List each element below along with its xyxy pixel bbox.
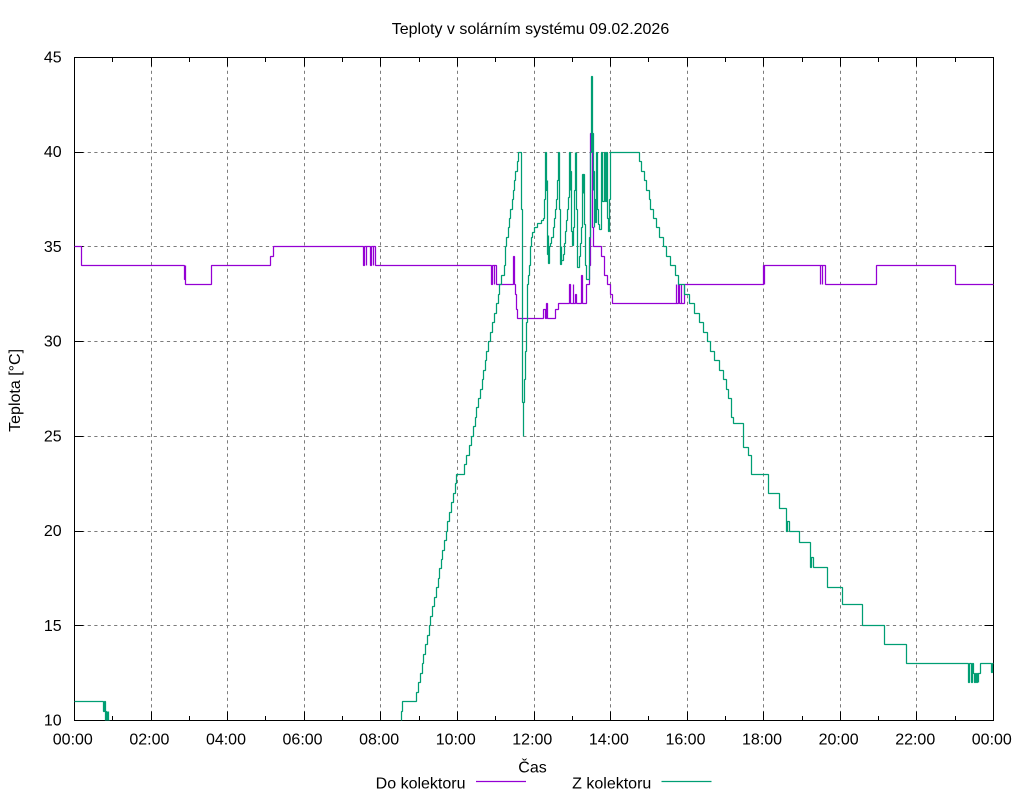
svg-text:Čas: Čas [518,758,546,777]
svg-text:10: 10 [44,713,62,730]
svg-text:22:00: 22:00 [895,732,935,749]
svg-text:02:00: 02:00 [129,732,169,749]
svg-text:04:00: 04:00 [206,732,246,749]
svg-text:Z kolektoru: Z kolektoru [572,776,651,793]
svg-text:20:00: 20:00 [819,732,859,749]
svg-text:10:00: 10:00 [436,732,476,749]
svg-text:18:00: 18:00 [742,732,782,749]
svg-text:30: 30 [44,334,62,351]
svg-text:06:00: 06:00 [283,732,323,749]
svg-text:Teplota [°C]: Teplota [°C] [7,349,24,432]
svg-text:00:00: 00:00 [53,732,93,749]
svg-text:Do kolektoru: Do kolektoru [376,776,466,793]
svg-text:12:00: 12:00 [512,732,552,749]
svg-text:45: 45 [44,50,62,67]
svg-text:16:00: 16:00 [665,732,705,749]
svg-text:14:00: 14:00 [589,732,629,749]
svg-text:Teploty v solárním systému 09.: Teploty v solárním systému 09.02.2026 [392,21,670,38]
svg-text:25: 25 [44,428,62,445]
svg-text:20: 20 [44,523,62,540]
svg-text:00:00: 00:00 [972,732,1012,749]
svg-text:15: 15 [44,618,62,635]
svg-text:35: 35 [44,239,62,256]
svg-text:08:00: 08:00 [359,732,399,749]
svg-text:40: 40 [44,144,62,161]
